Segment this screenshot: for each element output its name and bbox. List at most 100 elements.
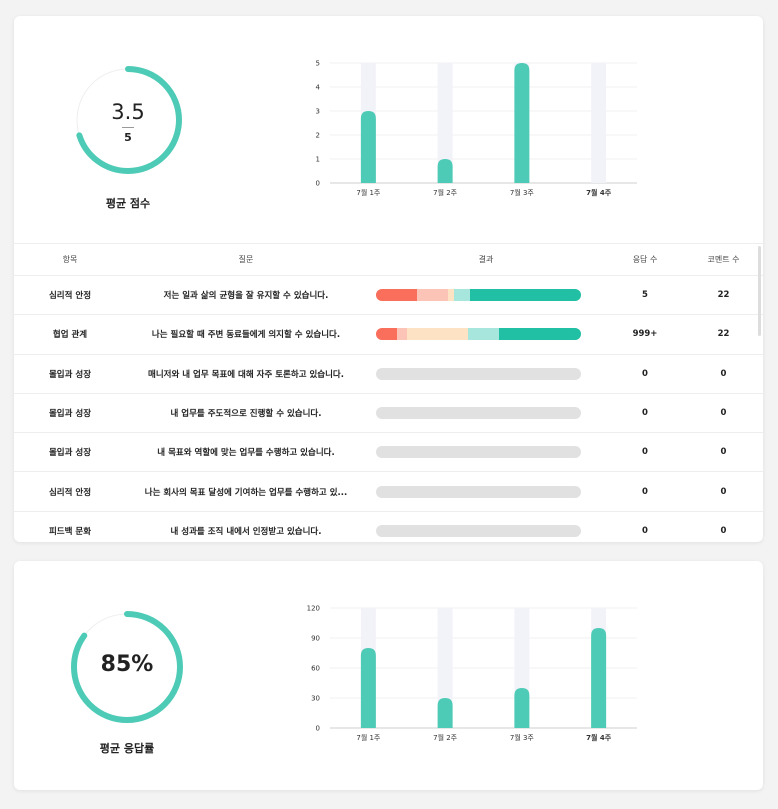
result-bar-segment	[406, 328, 469, 341]
x-tick-label: 7월 2주	[433, 733, 458, 742]
y-tick-label: 2	[316, 132, 320, 140]
x-tick-label: 7월 1주	[356, 733, 381, 742]
rate-chart-svg: 0 30 60 90 120 7월 1주 7월 2주 7월 3주 7월 4주	[307, 605, 637, 742]
row-responses: 999+	[606, 314, 684, 355]
table-row[interactable]: 협업 관계 나는 필요할 때 주변 동료들에게 의지할 수 있습니다. 999+ 22	[14, 314, 763, 355]
row-question: 저는 일과 삶의 균형을 잘 유지할 수 있습니다.	[126, 275, 366, 316]
row-question: 나는 회사의 목표 달성에 기여하는 업무를 수행하고 있...	[126, 471, 366, 512]
bar[interactable]	[360, 648, 376, 728]
row-comments: 0	[684, 471, 763, 512]
y-tick-label: 90	[311, 635, 320, 643]
y-tick-label: 30	[311, 695, 320, 703]
result-bar-segment	[447, 289, 454, 302]
row-comments: 0	[684, 393, 763, 434]
row-responses: 0	[606, 471, 684, 512]
y-tick-label: 3	[316, 108, 320, 116]
bar-track	[437, 608, 453, 728]
table-header-row: 항목 질문 결과 응답 수 코멘트 수	[14, 243, 763, 276]
average-score-label: 평균 점수	[105, 197, 151, 210]
row-responses: 5	[606, 275, 684, 316]
y-tick-label: 5	[316, 60, 320, 68]
x-tick-label: 7월 4주	[586, 188, 612, 197]
result-bar	[376, 524, 581, 537]
row-comments: 0	[684, 432, 763, 473]
rate-gauge-ring	[71, 611, 183, 723]
bar-track	[591, 63, 607, 183]
row-question: 내 목표와 역할에 맞는 업무를 수행하고 있습니다.	[126, 432, 366, 473]
score-chart-svg: 0 1 2 3 4 5 7월 1주 7월 2주 7월 3주 7월 4주	[316, 60, 637, 197]
row-question: 내 성과를 조직 내에서 인정받고 있습니다.	[126, 511, 366, 542]
row-question: 매니저와 내 업무 목표에 대해 자주 토론하고 있습니다.	[126, 354, 366, 394]
result-bar-segment	[417, 289, 448, 302]
bar[interactable]	[437, 698, 453, 728]
table-row[interactable]: 피드백 문화 내 성과를 조직 내에서 인정받고 있습니다. 0 0	[14, 511, 763, 542]
result-bar	[376, 407, 581, 420]
row-result	[366, 314, 606, 355]
result-bar-segment	[376, 328, 397, 341]
row-result	[366, 393, 606, 434]
table-scrollbar[interactable]	[758, 246, 761, 336]
header-result: 결과	[366, 243, 606, 276]
result-bar	[376, 367, 581, 380]
score-bar-chart: 0 1 2 3 4 5 7월 1주 7월 2주 7월 3주 7월 4주	[302, 56, 642, 220]
y-tick-label: 4	[316, 84, 321, 92]
table-row[interactable]: 몰입과 성장 내 목표와 역할에 맞는 업무를 수행하고 있습니다. 0 0	[14, 432, 763, 473]
score-card: 3.5 5 평균 점수 0 1 2 3 4 5 7월 1주 7월 2주 7월 3주 7월 4주 항…	[14, 16, 763, 542]
average-rate-label: 평균 응답률	[99, 742, 155, 755]
row-result	[366, 432, 606, 473]
header-question: 질문	[126, 243, 366, 276]
response-rate-card: 85% 평균 응답률 0 30 60 90 120 7월 1주 7월 2주 7월 3주 7월 4…	[14, 561, 763, 790]
y-tick-label: 1	[316, 156, 320, 164]
table-row[interactable]: 몰입과 성장 내 업무를 주도적으로 진행할 수 있습니다. 0 0	[14, 393, 763, 434]
header-category: 항목	[14, 243, 126, 276]
row-responses: 0	[606, 354, 684, 394]
header-responses: 응답 수	[606, 243, 684, 276]
row-result	[366, 354, 606, 394]
row-comments: 0	[684, 354, 763, 394]
result-bar-segment	[453, 289, 471, 302]
bar-track	[437, 63, 453, 183]
table-row[interactable]: 몰입과 성장 매니저와 내 업무 목표에 대해 자주 토론하고 있습니다. 0 0	[14, 354, 763, 394]
result-bar-segment	[470, 289, 581, 302]
x-tick-label: 7월 3주	[510, 733, 535, 742]
row-comments: 0	[684, 511, 763, 542]
row-category: 심리적 안정	[14, 471, 126, 512]
bar[interactable]	[360, 111, 376, 183]
row-category: 몰입과 성장	[14, 432, 126, 473]
result-bar-segment	[499, 328, 581, 341]
x-tick-label: 7월 2주	[433, 188, 458, 197]
row-responses: 0	[606, 393, 684, 434]
score-divider	[122, 127, 134, 128]
table-row[interactable]: 심리적 안정 나는 회사의 목표 달성에 기여하는 업무를 수행하고 있... 0 0	[14, 471, 763, 512]
survey-table: 항목 질문 결과 응답 수 코멘트 수 심리적 안정 저는 일과 삶의 균형을 잘…	[14, 243, 763, 542]
bar[interactable]	[514, 688, 530, 728]
y-tick-label: 0	[316, 180, 320, 188]
result-bar-segment	[468, 328, 499, 341]
bar[interactable]	[437, 159, 453, 183]
row-comments: 22	[684, 275, 763, 316]
max-score-value: 5	[124, 131, 132, 144]
row-category: 피드백 문화	[14, 511, 126, 542]
row-category: 협업 관계	[14, 314, 126, 355]
bar[interactable]	[514, 63, 530, 183]
row-responses: 0	[606, 432, 684, 473]
result-bar	[376, 485, 581, 498]
result-bar-segment	[376, 289, 417, 302]
y-tick-label: 60	[311, 665, 320, 673]
average-score-value: 3.5	[111, 100, 145, 124]
row-category: 몰입과 성장	[14, 354, 126, 394]
row-category: 몰입과 성장	[14, 393, 126, 434]
y-tick-label: 0	[316, 725, 320, 733]
bar[interactable]	[591, 628, 607, 728]
y-tick-label: 120	[307, 605, 320, 613]
row-responses: 0	[606, 511, 684, 542]
x-tick-label: 7월 1주	[356, 188, 381, 197]
table-row[interactable]: 심리적 안정 저는 일과 삶의 균형을 잘 유지할 수 있습니다. 5 22	[14, 275, 763, 316]
row-result	[366, 511, 606, 542]
rate-bar-chart: 0 30 60 90 120 7월 1주 7월 2주 7월 3주 7월 4주	[298, 601, 638, 755]
header-comments: 코멘트 수	[684, 243, 763, 276]
x-tick-label: 7월 4주	[586, 733, 612, 742]
rate-gauge: 85%	[67, 607, 187, 727]
result-bar	[376, 328, 581, 341]
row-question: 내 업무를 주도적으로 진행할 수 있습니다.	[126, 393, 366, 434]
